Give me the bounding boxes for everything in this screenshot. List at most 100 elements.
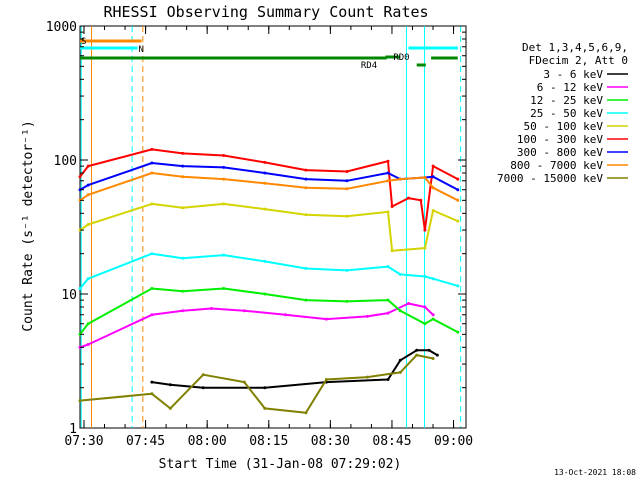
series-1-point-1 [86,343,90,346]
y-axis: 1 10 100 1000 [46,20,466,437]
series-5-point-14 [456,177,460,181]
y-tick-label: 10 [61,288,77,303]
legend-label-3: 25 - 50 keV [530,107,603,120]
series-4-point-12 [456,219,460,223]
series-2-point-10 [423,322,427,326]
annotation-label-n: N [138,45,143,55]
y-tick-label: 1000 [46,20,77,35]
series-8-point-2 [168,406,172,410]
series-7-point-5 [263,181,267,185]
series-3-point-0 [78,287,82,290]
series-1-point-6 [283,313,287,317]
series-2-point-9 [398,309,402,313]
series-1-point-11 [423,305,427,309]
series-0-point-7 [415,348,419,352]
series-4-point-4 [222,202,226,206]
series-line-8 [79,354,434,414]
legend-label-7: 800 - 7000 keV [510,159,603,172]
series-5-point-3 [181,151,185,155]
x-axis-label: Start Time (31-Jan-08 07:29:02) [159,457,402,472]
series-8-point-11 [431,357,435,360]
series-0-point-8 [427,348,431,352]
x-tick-label: 08:15 [249,434,288,449]
series-7-point-4 [222,177,226,181]
series-5-point-5 [263,160,267,164]
timestamp: 13-Oct-2021 18:08 [554,468,636,477]
series-6-point-5 [263,171,267,175]
series-7-point-3 [181,175,185,179]
series-5-point-6 [304,168,308,172]
legend-label-8: 7000 - 15000 keV [497,172,603,185]
series-6-point-2 [150,161,154,165]
legend-label-0: 3 - 6 keV [543,68,603,81]
series-7-point-11 [431,186,435,190]
series-0-point-3 [263,386,267,390]
series-6-point-7 [345,179,349,183]
legend-label-6: 300 - 800 keV [517,146,603,159]
series-3-point-1 [86,277,90,281]
series-4-point-3 [181,206,185,210]
series-5-point-0 [78,175,82,179]
series-3-point-6 [304,267,308,270]
series-8-point-3 [201,373,205,377]
series-3-point-10 [423,275,427,278]
series-1-point-2 [150,313,154,317]
x-tick-label: 08:00 [188,434,227,449]
series-4-point-11 [431,209,435,212]
series-2-point-8 [386,298,390,302]
y-tick-label: 100 [54,154,77,169]
series-4-point-2 [150,202,154,206]
series-2-point-6 [304,298,308,302]
series-5-point-13 [431,164,435,168]
series-3-point-7 [345,268,349,272]
series-8-point-5 [263,406,267,410]
legend-header-line-2: FDecim 2, Att 0 [529,54,628,67]
legend: Det 1,3,4,5,6,9, FDecim 2, Att 0 3 - 6 k… [497,41,628,185]
series-1-point-12 [431,313,435,317]
series-8-point-8 [365,375,369,379]
annotation-label-rd4: RD4 [361,61,377,71]
series-6-point-1 [86,183,90,187]
series-3-point-4 [222,253,226,257]
legend-label-1: 6 - 12 keV [537,81,604,94]
series-1-point-7 [324,317,328,321]
annotation-label-s: S [81,37,86,47]
series-2-point-1 [86,322,90,326]
plot-frame [79,25,467,429]
series-1-point-10 [407,302,410,305]
series-0-point-2 [201,386,205,390]
series-2-point-3 [181,289,185,293]
series-1-point-5 [242,309,246,313]
series-3-point-12 [456,284,460,288]
series-4-point-6 [304,213,308,217]
series-3-point-8 [386,265,390,269]
series-3-point-11 [431,277,435,281]
series-line-0 [151,349,438,389]
x-tick-label: 08:30 [311,434,350,449]
chart-title: RHESSI Observing Summary Count Rates [103,3,428,21]
series-1-point-8 [365,314,369,318]
series-2-point-12 [456,330,460,334]
legend-label-2: 12 - 25 keV [530,94,603,107]
series-6-point-3 [181,164,185,168]
series-7-point-12 [456,198,460,202]
series-5-point-2 [150,147,154,151]
series-8-point-10 [415,353,419,357]
series-7-point-6 [304,186,308,190]
series-0-point-9 [435,353,439,357]
series-6-point-8 [386,171,390,175]
series-5-point-7 [345,170,349,173]
series-4-point-7 [345,214,349,218]
series-1-point-3 [181,309,185,313]
series-0-point-1 [168,383,172,387]
series-6-point-6 [304,177,308,181]
series-6-point-12 [456,188,460,192]
series-5-point-9 [390,205,394,208]
series-3-point-9 [398,272,402,276]
x-tick-label: 08:45 [372,434,411,449]
y-axis-label: Count Rate (s⁻¹ detector⁻¹) [21,120,36,331]
x-axis: 07:30 07:45 08:00 08:15 08:30 08:45 09:00 [64,26,473,449]
series-8-point-1 [150,392,154,396]
